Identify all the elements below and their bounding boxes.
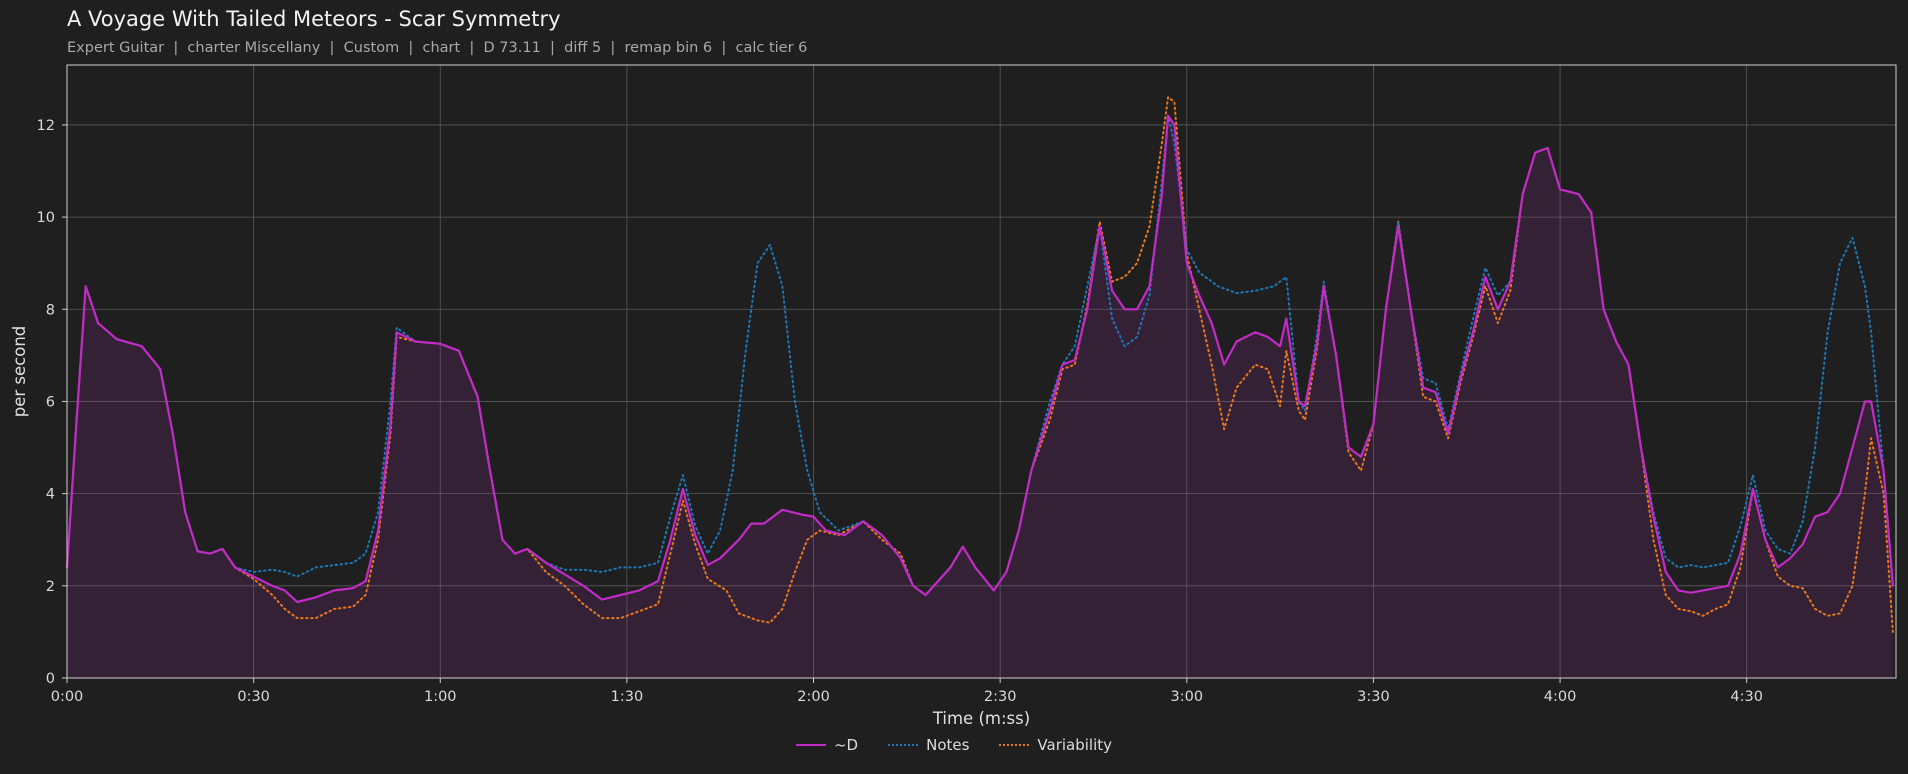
x-tick-label: 4:30 bbox=[1730, 689, 1763, 705]
series-line-1 bbox=[65, 114, 1895, 604]
legend-swatch bbox=[888, 744, 919, 746]
series-area-1 bbox=[67, 115, 1893, 678]
x-tick-label: 0:30 bbox=[237, 689, 270, 705]
legend-label: Variability bbox=[1037, 736, 1113, 754]
x-tick-label: 1:30 bbox=[611, 689, 644, 705]
y-tick-label: 12 bbox=[37, 118, 55, 134]
tick-layer: 0:00 0:30 1:00 1:30 2:00 2:30 3:00 3:30 4:00 4:30… bbox=[37, 118, 1763, 705]
legend-label: ~D bbox=[833, 736, 859, 754]
x-tick-label: 4:00 bbox=[1544, 689, 1577, 705]
x-tick-label: 3:30 bbox=[1357, 689, 1390, 705]
y-tick-label: 10 bbox=[37, 210, 55, 226]
legend: ~D Notes Variability bbox=[0, 736, 1908, 754]
chart-subtitle: Expert Guitar | charter Miscellany | Cus… bbox=[67, 40, 808, 56]
x-tick-label: 3:00 bbox=[1171, 689, 1204, 705]
y-tick-label: 0 bbox=[46, 671, 55, 687]
legend-item-1: ~D bbox=[795, 736, 859, 754]
legend-item-2: Notes bbox=[888, 736, 969, 754]
series-layer bbox=[65, 96, 1895, 633]
y-axis-label: per second bbox=[10, 326, 29, 418]
x-tick-label: 0:00 bbox=[51, 689, 84, 705]
chart-title: A Voyage With Tailed Meteors - Scar Symm… bbox=[67, 7, 561, 31]
x-tick-label: 1:00 bbox=[424, 689, 457, 705]
y-tick-label: 4 bbox=[46, 487, 55, 503]
legend-swatch bbox=[999, 744, 1030, 746]
y-tick-label: 8 bbox=[46, 302, 55, 318]
area-fill-layer bbox=[67, 115, 1893, 678]
x-tick-label: 2:00 bbox=[797, 689, 830, 705]
legend-item-3: Variability bbox=[999, 736, 1112, 754]
plot-frame bbox=[66, 64, 1897, 679]
x-axis-label: Time (m:ss) bbox=[932, 709, 1030, 728]
y-tick-label: 6 bbox=[46, 394, 55, 410]
legend-label: Notes bbox=[926, 736, 970, 754]
x-tick-label: 2:30 bbox=[984, 689, 1017, 705]
y-tick-label: 2 bbox=[46, 579, 55, 595]
legend-swatch bbox=[795, 744, 826, 746]
